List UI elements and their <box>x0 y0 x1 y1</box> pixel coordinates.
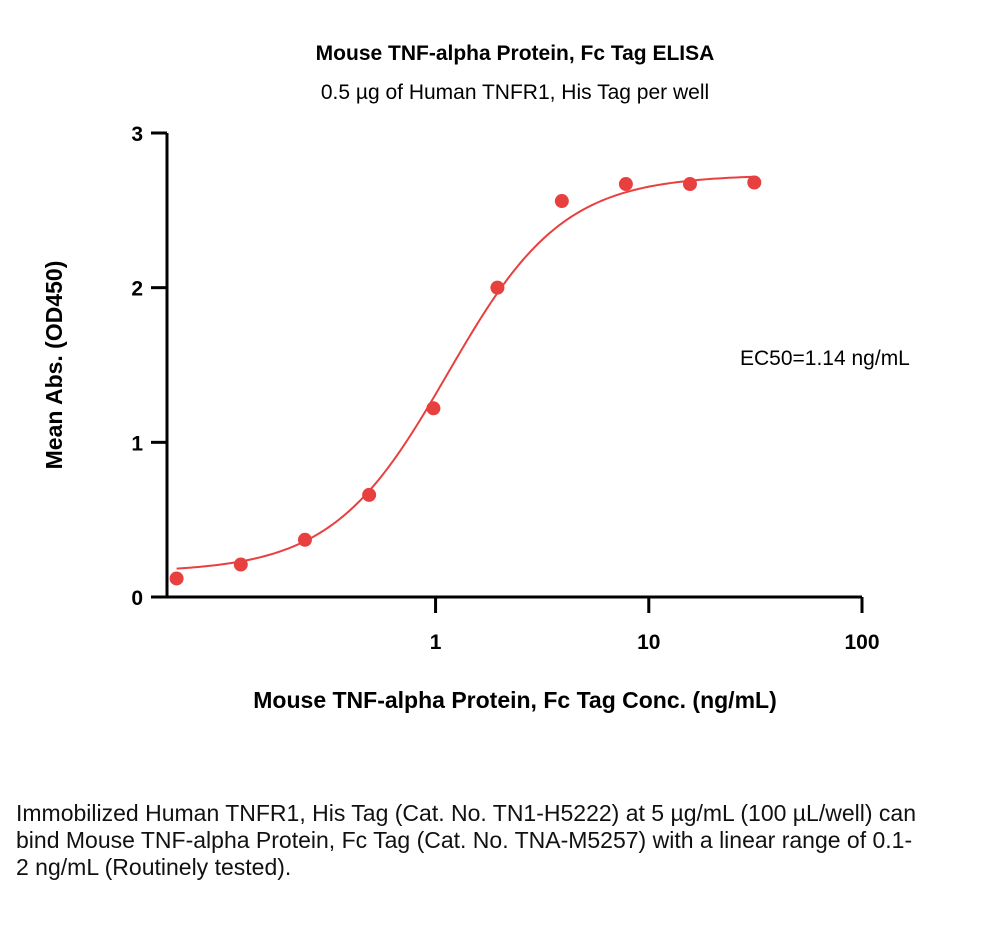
data-point <box>747 175 762 190</box>
axes <box>165 133 862 599</box>
chart-subtitle: 0.5 µg of Human TNFR1, His Tag per well <box>321 81 709 104</box>
fit-layer <box>176 175 755 570</box>
data-point <box>169 571 184 586</box>
data-point <box>426 401 441 416</box>
data-point <box>233 557 248 572</box>
data-point <box>618 177 633 192</box>
y-tick-label: 2 <box>131 278 143 301</box>
points-layer <box>169 175 762 586</box>
data-point <box>297 532 312 547</box>
data-point <box>554 194 569 209</box>
data-point <box>490 280 505 295</box>
y-tick-label: 1 <box>131 432 143 455</box>
x-axis-label: Mouse TNF-alpha Protein, Fc Tag Conc. (n… <box>253 687 776 713</box>
elisa-chart: Mouse TNF-alpha Protein, Fc Tag ELISA 0.… <box>41 42 910 713</box>
y-axis-label: Mean Abs. (OD450) <box>41 261 67 470</box>
x-ticks: 1 10 100 <box>430 597 880 654</box>
y-tick-label: 0 <box>131 587 143 610</box>
x-tick-label: 100 <box>844 631 879 654</box>
chart-title: Mouse TNF-alpha Protein, Fc Tag ELISA <box>316 42 715 65</box>
data-point <box>682 177 697 192</box>
x-tick-label: 1 <box>430 631 442 654</box>
ec50-annotation: EC50=1.14 ng/mL <box>740 347 910 370</box>
fit-curve <box>176 175 755 570</box>
x-tick-label: 10 <box>637 631 660 654</box>
y-ticks: 0 1 2 3 <box>131 123 167 610</box>
data-point <box>362 487 377 502</box>
y-tick-label: 3 <box>131 123 143 146</box>
figure-caption: Immobilized Human TNFR1, His Tag (Cat. N… <box>16 800 916 880</box>
